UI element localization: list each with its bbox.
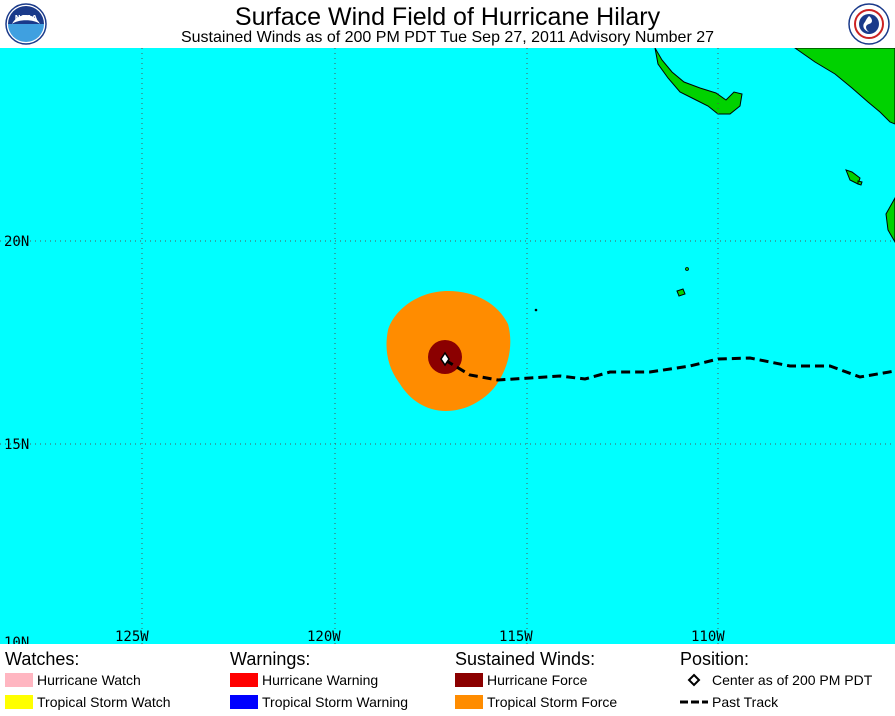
- legend: Watches: Hurricane Watch Tropical Storm …: [0, 644, 895, 716]
- socorro-island-land: [676, 288, 686, 297]
- hurricane-watch-swatch: [5, 673, 33, 687]
- mexico-coast-land: [885, 196, 895, 243]
- legend-label: Hurricane Warning: [262, 672, 379, 688]
- baja-california-land: [654, 47, 743, 115]
- legend-label: Hurricane Watch: [37, 672, 141, 688]
- map-title: Surface Wind Field of Hurricane Hilary: [234, 3, 661, 31]
- lon-label-125w: 125W: [115, 629, 149, 644]
- noaa-logo-icon: NOAA: [5, 3, 47, 45]
- legend-label: Center as of 200 PM PDT: [712, 672, 873, 688]
- legend-label: Hurricane Force: [487, 672, 588, 688]
- lon-label-110w: 110W: [691, 629, 725, 644]
- legend-label: Tropical Storm Warning: [262, 694, 409, 710]
- lat-label-15n: 15N: [4, 437, 29, 453]
- land: [534, 47, 895, 312]
- lat-label-20n: 20N: [4, 234, 29, 250]
- past-track-line: [444, 356, 895, 382]
- islas-marias-small-land: [857, 180, 863, 186]
- storm-center-icon: [440, 351, 450, 367]
- mexico-mainland-land: [793, 47, 895, 125]
- svg-text:NOAA: NOAA: [15, 14, 38, 22]
- wind-field-map: 20N 15N 10N 125W 120W 115W 110W: [0, 47, 895, 651]
- lat-label-10n: 10N: [4, 635, 29, 644]
- hurricane-force-swatch: [455, 673, 483, 687]
- map-subtitle: Sustained Winds as of 200 PM PDT Tue Sep…: [180, 29, 715, 46]
- legend-watches-heading: Watches:: [5, 649, 80, 669]
- diamond-icon: [680, 672, 708, 688]
- legend-warnings-heading: Warnings:: [230, 649, 311, 669]
- lon-label-115w: 115W: [499, 629, 533, 644]
- clarion-island-land: [534, 308, 538, 312]
- san-benedicto-island-land: [685, 267, 689, 271]
- tropical-storm-force-swatch: [455, 695, 483, 709]
- legend-position-heading: Position:: [680, 649, 750, 669]
- tropical-storm-warning-swatch: [230, 695, 258, 709]
- longitude-labels: 125W 120W 115W 110W: [115, 629, 725, 645]
- diamond-icon: [440, 351, 450, 367]
- legend-winds-heading: Sustained Winds:: [455, 649, 596, 669]
- grid-lines: [0, 48, 895, 644]
- legend-label: Past Track: [712, 694, 779, 710]
- lon-label-120w: 120W: [307, 629, 341, 644]
- legend-label: Tropical Storm Watch: [37, 694, 171, 710]
- nws-logo-icon: [848, 3, 890, 45]
- tropical-storm-watch-swatch: [5, 695, 33, 709]
- hurricane-warning-swatch: [230, 673, 258, 687]
- header: NOAA Surface Wind Field of Hurricane Hil…: [0, 0, 895, 48]
- legend-label: Tropical Storm Force: [487, 694, 618, 710]
- dashed-line-icon: [680, 694, 708, 710]
